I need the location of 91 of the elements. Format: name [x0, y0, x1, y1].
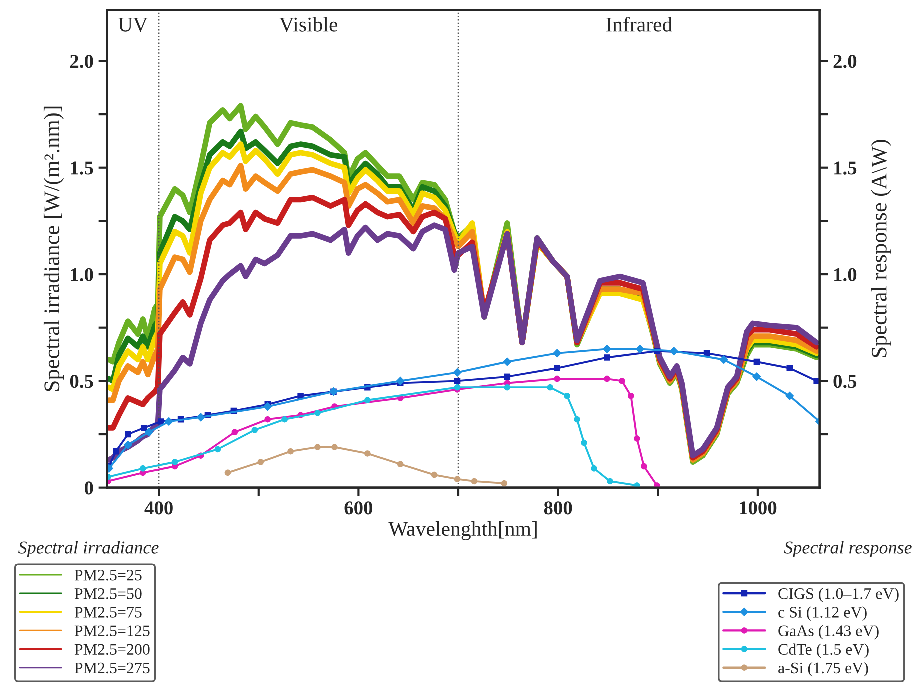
- legend-label: PM2.5=275: [74, 662, 150, 674]
- point: [564, 392, 570, 400]
- x-tick-label: 400: [144, 502, 173, 515]
- y-axis-title: Spectral irradiance [W/(m².nm)]: [44, 106, 64, 392]
- y2-tick-label: 0.5: [834, 375, 857, 388]
- annotation: UV: [118, 18, 148, 32]
- x-tick-label: 600: [344, 502, 373, 515]
- point: [158, 418, 164, 425]
- point: [396, 376, 406, 386]
- point: [397, 461, 404, 468]
- annotation: Infrared: [606, 16, 672, 32]
- y2-axis-title: Spectral response (A\W): [871, 140, 892, 358]
- point: [641, 463, 648, 470]
- legend-label: PM2.5=125: [74, 626, 150, 637]
- legend-label: c Si (1.12 eV): [778, 606, 867, 622]
- y2-tick-label: 2.0: [834, 55, 857, 68]
- legend-label: CdTe (1.5 eV): [778, 644, 869, 658]
- point: [607, 478, 614, 485]
- point: [785, 392, 794, 401]
- point: [288, 448, 294, 455]
- point: [554, 376, 560, 382]
- point: [214, 446, 222, 453]
- legend-label: PM2.5=200: [74, 644, 150, 656]
- y-tick-label: 1.5: [71, 162, 94, 175]
- point: [164, 417, 174, 426]
- point: [140, 424, 148, 432]
- point: [431, 472, 438, 478]
- point: [314, 410, 321, 416]
- point: [263, 402, 272, 412]
- point: [332, 444, 338, 450]
- point: [754, 358, 760, 366]
- point: [552, 349, 562, 358]
- legend-label: CIGS (1.0–1.7 eV): [778, 588, 899, 603]
- legend-label: a-Si (1.75 eV): [778, 662, 868, 677]
- point: [454, 378, 461, 384]
- point: [453, 368, 462, 378]
- text: Spectral response: [784, 541, 912, 558]
- y-tick-label: 2.0: [70, 55, 94, 68]
- x-tick-label: 1000: [740, 502, 777, 515]
- annotation: Visible: [280, 17, 338, 32]
- point: [264, 416, 271, 423]
- point: [634, 436, 640, 442]
- point: [504, 374, 511, 380]
- point: [172, 459, 178, 466]
- point: [636, 344, 645, 354]
- point: [113, 448, 120, 455]
- point: [454, 384, 461, 391]
- point: [364, 397, 371, 404]
- point: [125, 431, 132, 438]
- point: [581, 440, 588, 446]
- text: Spectral irradiance: [18, 541, 159, 558]
- point: [604, 354, 610, 361]
- point: [619, 378, 626, 384]
- point: [720, 355, 728, 364]
- point: [144, 428, 154, 437]
- y-tick-label: 0.5: [70, 375, 94, 388]
- x-tick-label: 800: [544, 502, 572, 515]
- point: [471, 478, 478, 485]
- point: [786, 365, 793, 372]
- y2-tick-label: 1.0: [834, 268, 857, 282]
- point: [258, 459, 264, 466]
- point: [454, 476, 461, 482]
- point: [574, 416, 580, 423]
- point: [364, 450, 371, 457]
- point: [591, 466, 598, 472]
- legend-label: PM2.5=75: [74, 607, 142, 618]
- y2-tick-label: 1.5: [834, 162, 857, 175]
- point: [670, 346, 679, 356]
- point: [314, 444, 321, 450]
- point: [504, 384, 511, 391]
- legend-label: PM2.5=50: [74, 588, 142, 600]
- point: [628, 392, 634, 400]
- x-axis-title: Wavelenghth[nm]: [388, 521, 537, 540]
- point: [124, 440, 133, 450]
- legend-label: GaAs (1.43 eV): [778, 625, 879, 640]
- point: [252, 427, 258, 434]
- legend-label: PM2.5=25: [74, 570, 142, 581]
- point: [752, 372, 762, 382]
- point: [282, 416, 288, 423]
- point: [502, 358, 512, 366]
- point: [140, 466, 146, 472]
- y-tick-label: 1.0: [71, 268, 94, 282]
- point: [501, 480, 508, 487]
- point: [224, 470, 232, 476]
- point: [232, 429, 238, 436]
- point: [196, 413, 206, 422]
- y-tick-label: 0: [84, 482, 94, 495]
- point: [554, 365, 560, 372]
- point: [602, 344, 612, 354]
- point: [547, 384, 554, 391]
- point: [604, 376, 610, 382]
